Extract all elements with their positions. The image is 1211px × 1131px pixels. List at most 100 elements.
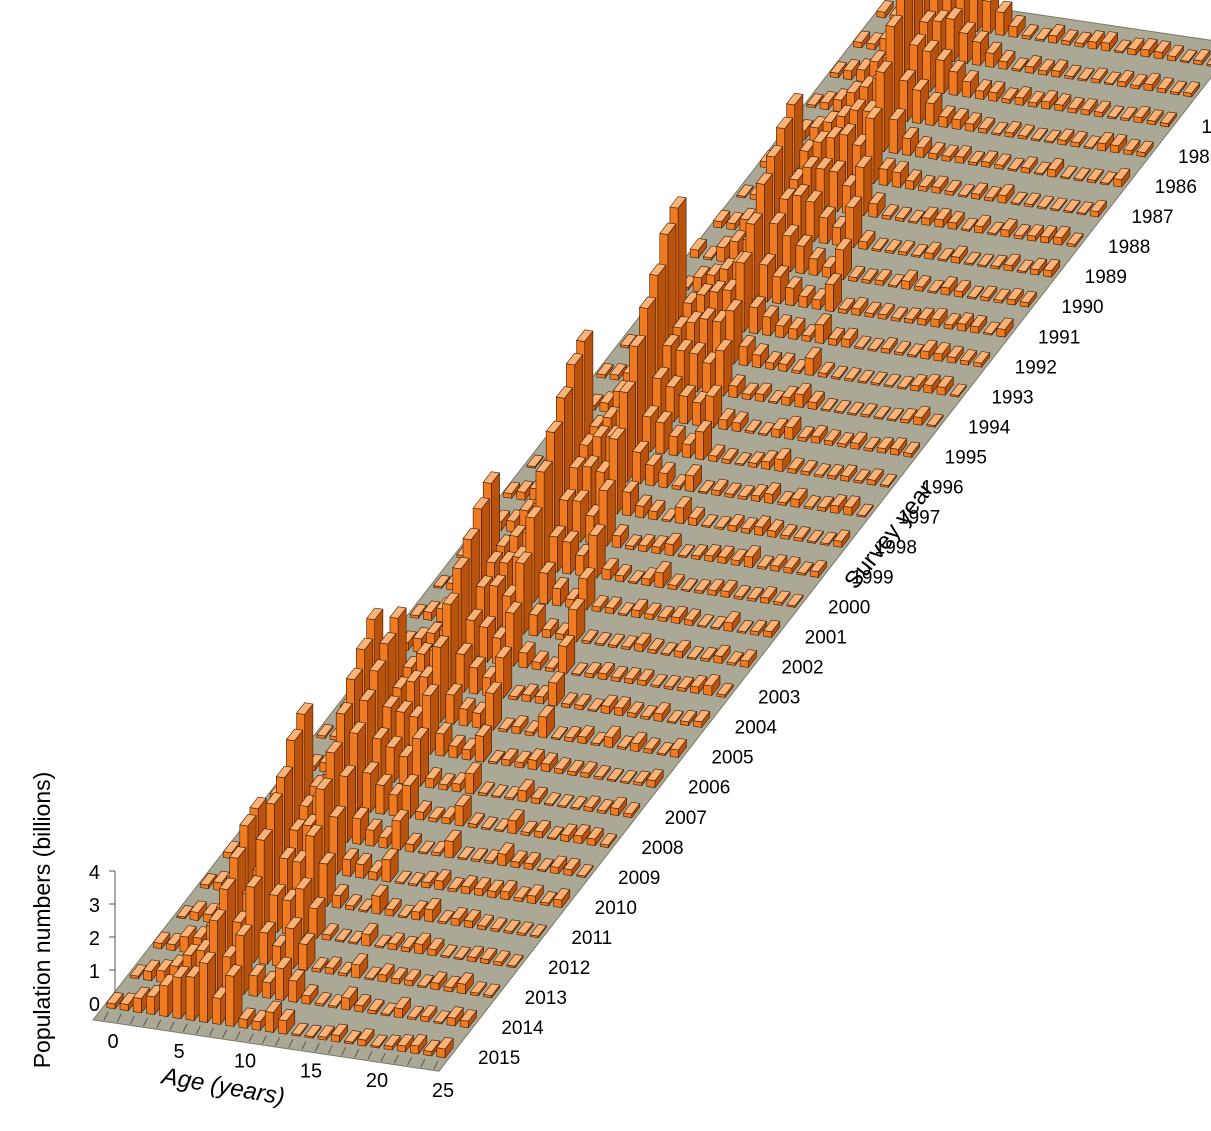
x-tick <box>103 1011 109 1021</box>
bar <box>823 429 841 446</box>
bar <box>469 981 487 997</box>
bar <box>663 674 681 691</box>
bar <box>688 341 706 393</box>
bar <box>501 748 519 767</box>
bar <box>764 482 782 504</box>
bar <box>1013 223 1031 240</box>
bar <box>876 436 894 454</box>
bar <box>185 965 203 1021</box>
bar <box>596 362 614 379</box>
bar <box>844 367 862 382</box>
bar <box>497 842 515 867</box>
bar <box>428 806 446 823</box>
bar <box>387 932 405 951</box>
bar <box>584 661 602 679</box>
bar <box>889 437 907 456</box>
bar <box>767 519 785 538</box>
bar <box>698 480 716 495</box>
bar <box>520 820 538 837</box>
bar <box>774 447 792 472</box>
bar <box>341 986 359 1011</box>
bar <box>409 603 427 619</box>
x-tick <box>209 1027 215 1036</box>
bar <box>926 413 944 428</box>
bar <box>808 247 826 277</box>
bar <box>1076 201 1094 216</box>
bar <box>316 723 334 739</box>
bar <box>834 399 852 414</box>
x-tick <box>195 1025 201 1034</box>
y-tick-label: 2001 <box>805 628 847 649</box>
bar <box>433 574 451 589</box>
x-tick <box>367 1050 373 1060</box>
bar <box>459 1009 477 1029</box>
bar <box>690 674 708 694</box>
bar <box>593 765 611 781</box>
bar <box>858 230 876 250</box>
x-tick <box>314 1043 320 1052</box>
bar <box>436 1036 454 1059</box>
bar <box>724 482 742 499</box>
bar <box>851 296 869 316</box>
bar <box>894 206 912 222</box>
bar <box>676 676 694 692</box>
bar <box>967 150 985 166</box>
bar <box>861 268 879 284</box>
bar <box>1153 40 1171 60</box>
bar <box>819 91 837 111</box>
bar <box>1053 225 1071 246</box>
bar <box>961 70 979 98</box>
bar <box>554 757 572 775</box>
bar <box>344 1030 362 1045</box>
bar <box>796 561 814 576</box>
bar <box>330 1023 348 1043</box>
x-axis-title: Age (years) <box>158 1062 287 1110</box>
bar <box>550 855 568 875</box>
bar <box>740 516 758 534</box>
y-tick-label: 1998 <box>875 537 917 558</box>
bar <box>278 1008 296 1035</box>
bar <box>868 192 886 218</box>
bar <box>1027 91 1045 108</box>
bar <box>677 544 695 559</box>
bar <box>978 117 996 134</box>
bar <box>574 693 592 711</box>
bar <box>321 922 339 941</box>
bar <box>778 352 796 373</box>
bar <box>403 968 421 987</box>
bar <box>514 750 532 769</box>
bar <box>435 722 453 757</box>
bar <box>225 964 243 1027</box>
bar <box>824 272 842 313</box>
bar <box>830 494 848 514</box>
bar <box>624 667 642 685</box>
bar <box>669 737 687 758</box>
bar <box>674 495 692 525</box>
bar <box>911 243 929 258</box>
bar <box>819 531 837 546</box>
bar <box>1183 81 1201 98</box>
bar <box>693 709 711 728</box>
bar <box>1070 130 1088 148</box>
bar <box>985 41 1003 68</box>
y-tick-label: 1993 <box>991 387 1033 408</box>
bar <box>1206 58 1211 67</box>
bar <box>785 276 803 307</box>
bar <box>1180 49 1198 64</box>
bar <box>666 709 684 724</box>
bar <box>1014 86 1032 106</box>
bar <box>523 851 541 871</box>
bar <box>787 457 805 474</box>
bar <box>1120 106 1138 122</box>
bar <box>198 951 216 1023</box>
bar <box>341 847 359 877</box>
bar <box>433 1010 451 1025</box>
bar <box>944 179 962 196</box>
bar <box>1007 157 1025 172</box>
bar <box>874 268 892 286</box>
bar <box>601 557 619 581</box>
bar <box>503 481 521 499</box>
x-tick <box>393 1054 399 1064</box>
bar <box>561 692 579 709</box>
